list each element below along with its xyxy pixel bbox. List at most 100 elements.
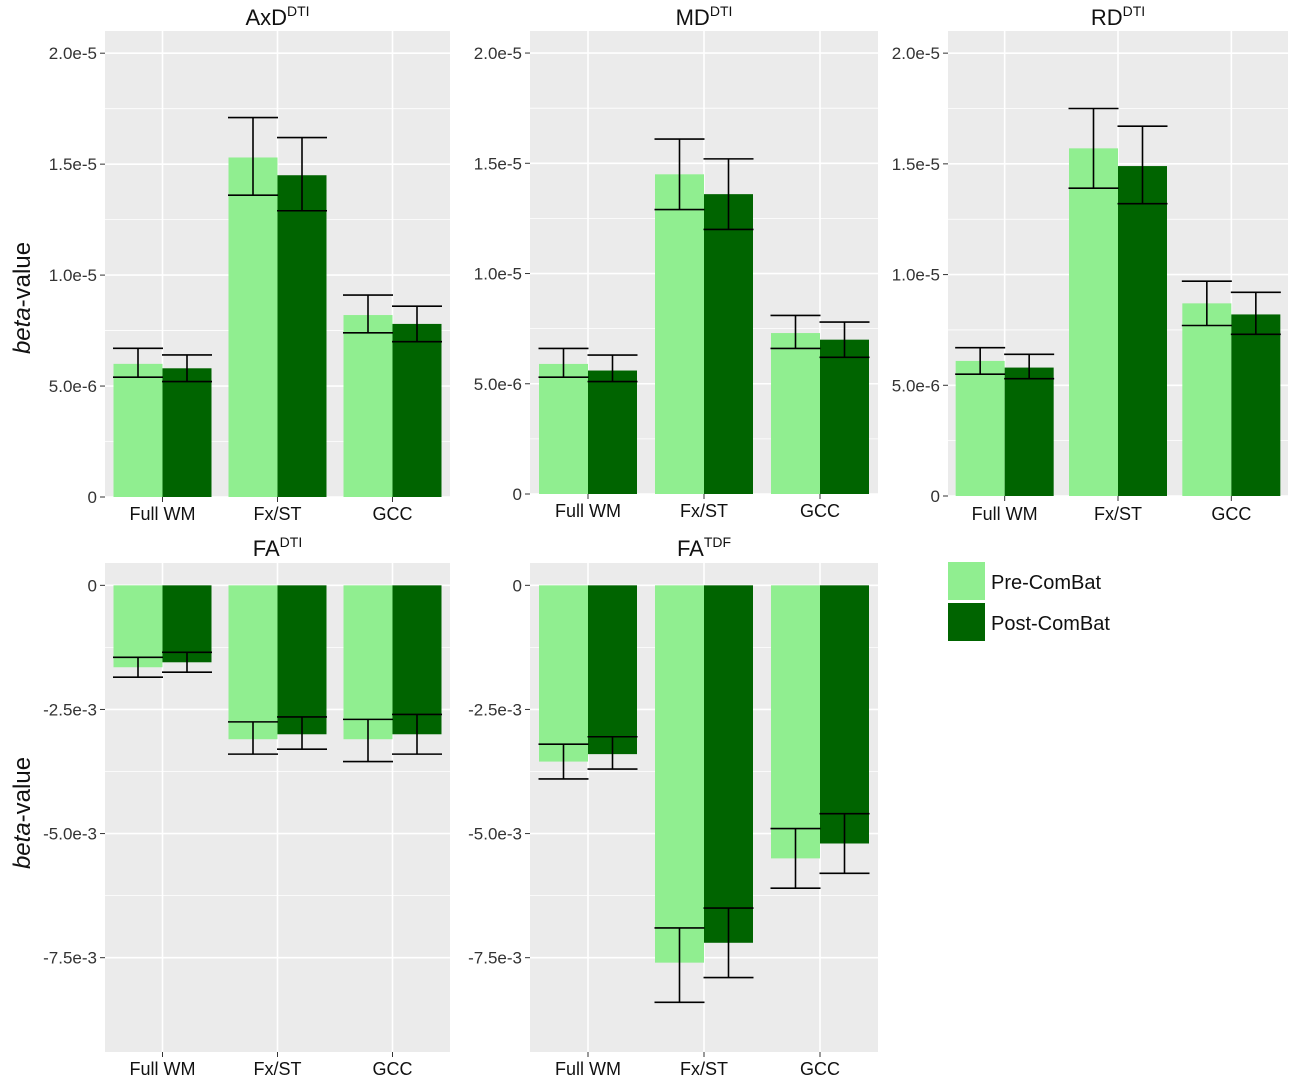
y-tick-label: 5.0e-6 [49,377,97,396]
x-tick-label: Fx/ST [254,504,302,524]
error-bar-pre-combat-fx-st [228,721,278,755]
y-tick-label: 0 [88,488,97,507]
y-tick-label: 0 [931,487,940,506]
y-tick-label: -5.0e-3 [468,825,522,844]
bar-pre-combat-fx-st [655,585,704,963]
panel-axddti: 0 5.0e-6 1.0e-5 1.5e-5 2.0e-5 Full WM Fx/ST GCC… [9,3,450,524]
bar-post-combat-gcc [820,585,869,844]
panel-rddti: 0 5.0e-6 1.0e-5 1.5e-5 2.0e-5 Full WM Fx/ST GCC… [892,3,1288,524]
error-bar-pre-combat-full-wm [955,346,1006,376]
panel-title: MDDTI [676,3,733,30]
bar-post-combat-full-wm [162,585,212,663]
panel-title-superscript: DTI [1123,3,1146,19]
error-bar-pre-combat-gcc [343,718,393,763]
y-tick-label: 5.0e-6 [474,375,522,394]
y-tick-label: -2.5e-3 [468,700,522,719]
y-tick-label: 1.0e-5 [49,266,97,285]
bar-post-combat-fx-st [277,175,327,497]
panel-title-main: AxD [245,5,287,30]
error-bar-post-combat-gcc [1230,291,1281,336]
x-tick-label: Full WM [972,504,1038,524]
bar-pre-combat-gcc [343,315,393,497]
error-bar-pre-combat-full-wm [113,656,163,678]
y-tick-label: -2.5e-3 [43,700,97,719]
x-tick-label: Fx/ST [680,1059,728,1079]
y-tick-label: 2.0e-5 [49,44,97,63]
error-bar-post-combat-full-wm [162,651,212,674]
x-tick-label: GCC [373,1059,413,1079]
bar-post-combat-fx-st [704,194,753,494]
y-tick-label: 0 [513,485,522,504]
bar-post-combat-gcc [392,585,442,735]
panel-title-main: FA [253,536,280,561]
bar-pre-combat-fx-st [228,157,278,497]
bar-pre-combat-full-wm [539,585,588,762]
x-tick-label: GCC [373,504,413,524]
error-bar-post-combat-full-wm [1004,353,1055,380]
y-tick-label: 1.0e-5 [892,266,940,285]
x-tick-label: Fx/ST [1094,504,1142,524]
error-bar-pre-combat-fx-st [228,116,278,197]
bar-post-combat-fx-st [277,585,327,735]
legend-label-pre-combat: Pre-ComBat [991,572,1101,594]
bar-pre-combat-gcc [1182,303,1232,496]
bar-post-combat-full-wm [588,370,637,494]
error-bar-post-combat-fx-st [277,716,327,750]
y-axis-label: beta-value [9,242,36,354]
bar-pre-combat-full-wm [113,585,163,668]
y-tick-label: 1.5e-5 [49,155,97,174]
y-tick-label: 0 [513,576,522,595]
y-tick-label: 1.5e-5 [892,155,940,174]
error-bar-post-combat-full-wm [587,354,638,383]
bar-pre-combat-full-wm [955,360,1005,496]
y-axis-label: beta-value [9,757,36,869]
panel-title-superscript: DTI [287,3,310,19]
bar-pre-combat-full-wm [113,363,163,497]
error-bar-post-combat-full-wm [162,354,212,383]
panel-title: FATDF [677,534,731,561]
panel-title: AxDDTI [245,3,309,30]
panel-title-superscript: DTI [280,534,303,550]
error-bar-pre-combat-gcc [770,827,821,889]
legend: Pre-ComBat Post-ComBat [948,562,1110,641]
error-bar-pre-combat-gcc [770,314,821,350]
panel-fadti: 0 -2.5e-3 -5.0e-3 -7.5e-3 Full WM Fx/ST GCC FAD… [9,534,450,1079]
error-bar-post-combat-full-wm [587,735,638,770]
bar-post-combat-gcc [392,323,442,497]
error-bar-pre-combat-fx-st [1068,107,1119,190]
bar-pre-combat-gcc [771,333,820,494]
x-tick-label: Full WM [130,1059,196,1079]
x-tick-label: Full WM [130,504,196,524]
y-tick-label: -7.5e-3 [468,949,522,968]
bar-post-combat-full-wm [588,585,637,755]
x-tick-label: Fx/ST [680,501,728,521]
bar-pre-combat-fx-st [1069,148,1118,496]
error-bar-post-combat-fx-st [703,158,754,231]
error-bar-post-combat-gcc [392,713,442,755]
y-tick-label: 2.0e-5 [474,44,522,63]
y-tick-label: 1.0e-5 [474,265,522,284]
error-bar-post-combat-gcc [819,321,870,359]
error-bar-post-combat-fx-st [1117,125,1168,205]
panel-title-main: RD [1091,5,1123,30]
y-tick-label: 1.5e-5 [474,154,522,173]
x-tick-label: GCC [800,1059,840,1079]
bar-pre-combat-gcc [771,585,820,859]
error-bar-pre-combat-full-wm [113,347,163,378]
legend-key-pre-combat [948,562,985,600]
bar-pre-combat-gcc [343,585,393,740]
y-tick-label: -7.5e-3 [43,949,97,968]
x-tick-label: GCC [800,501,840,521]
error-bar-pre-combat-gcc [343,294,393,334]
error-bar-pre-combat-gcc [1181,280,1232,327]
error-bar-post-combat-fx-st [703,907,754,979]
error-bar-post-combat-gcc [392,305,442,343]
panel-fatdf: 0 -2.5e-3 -5.0e-3 -7.5e-3 Full WM Fx/ST GCC FAT… [468,534,878,1079]
bar-pre-combat-fx-st [228,585,278,740]
bar-post-combat-full-wm [162,368,212,497]
panel-title: RDDTI [1091,3,1145,30]
y-tick-label: 5.0e-6 [892,376,940,395]
x-tick-label: GCC [1211,504,1251,524]
error-bar-pre-combat-fx-st [654,138,705,211]
